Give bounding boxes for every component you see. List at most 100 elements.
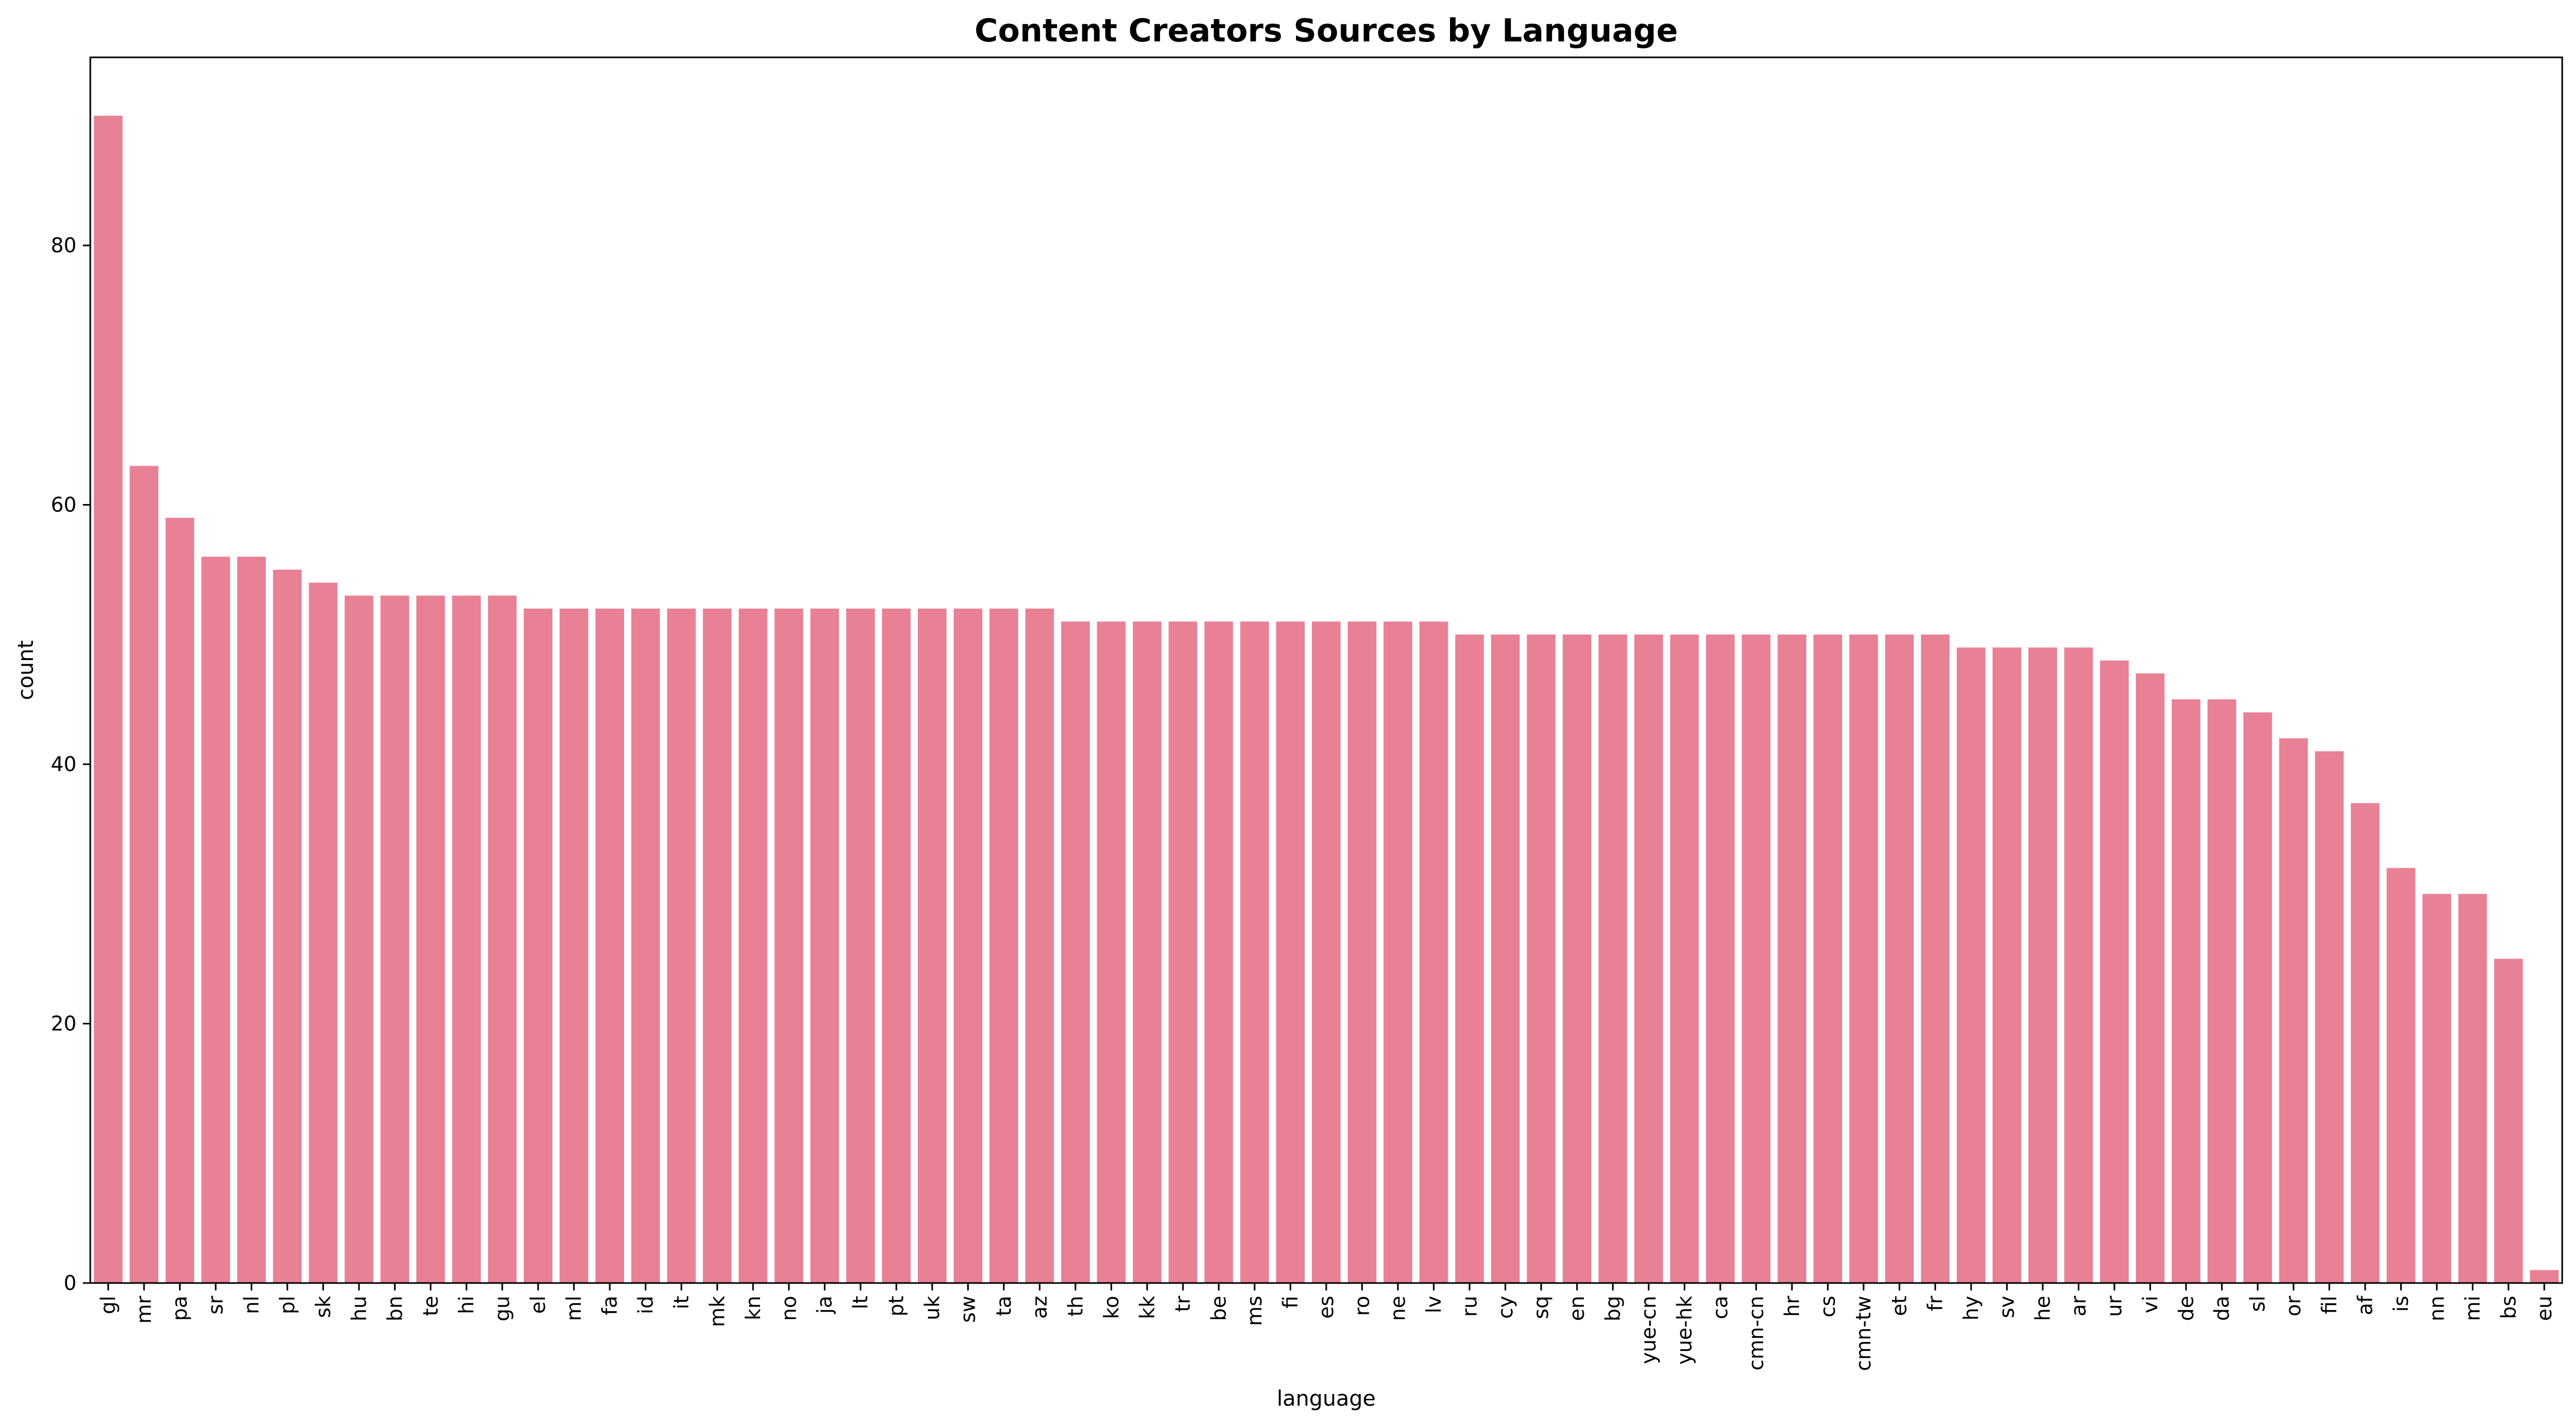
x-tick-label: fa <box>598 1296 621 1315</box>
bar-fi <box>1276 621 1305 1283</box>
plot-frame <box>89 56 2563 1284</box>
x-tick-label: gl <box>97 1296 120 1314</box>
bar-cmn-tw <box>1849 634 1878 1283</box>
bar-ro <box>1347 621 1377 1283</box>
bar-sw <box>953 608 983 1283</box>
x-tick-label: eu <box>2532 1296 2556 1321</box>
x-tick-label: da <box>2210 1296 2233 1321</box>
bar-hr <box>1777 634 1806 1283</box>
x-tick-label: cs <box>1816 1296 1839 1318</box>
bar-ru <box>1455 634 1484 1283</box>
y-axis-label: count <box>14 640 38 700</box>
y-tick-label: 80 <box>51 234 76 257</box>
bar-ur <box>2100 660 2129 1283</box>
bar-cy <box>1491 634 1520 1283</box>
x-tick-label: et <box>1888 1296 1911 1316</box>
x-tick-label: sw <box>957 1296 980 1323</box>
x-axis-label: language <box>1277 1387 1376 1411</box>
bar-mi <box>2458 894 2487 1283</box>
bar-he <box>2028 647 2057 1283</box>
bar-nn <box>2422 894 2451 1283</box>
x-tick-label: ml <box>562 1296 586 1321</box>
x-tick-label: te <box>419 1296 442 1316</box>
x-tick-label: fil <box>2318 1296 2341 1314</box>
bar-sr <box>201 557 231 1283</box>
bar-no <box>774 608 804 1283</box>
bar-eu <box>2530 1270 2559 1283</box>
x-tick-label: pa <box>168 1296 192 1321</box>
x-tick-label: en <box>1565 1296 1589 1321</box>
bar-lv <box>1419 621 1448 1283</box>
chart-title: Content Creators Sources by Language <box>975 12 1678 49</box>
x-tick-label: hi <box>455 1296 478 1314</box>
bar-fil <box>2315 751 2344 1283</box>
x-tick-label: nl <box>240 1296 263 1314</box>
x-tick-label: yue-hk <box>1673 1296 1696 1365</box>
x-tick-label: bn <box>383 1296 406 1321</box>
bar-es <box>1312 621 1341 1283</box>
x-tick-label: mi <box>2461 1296 2484 1321</box>
y-tick-label: 0 <box>64 1271 76 1295</box>
bar-gl <box>93 115 123 1284</box>
x-tick-label: tr <box>1171 1296 1195 1312</box>
y-tick-label: 40 <box>51 753 76 776</box>
x-tick-label: bg <box>1601 1296 1625 1321</box>
x-tick-label: ms <box>1243 1296 1266 1326</box>
bar-gu <box>488 595 517 1283</box>
x-tick-label: sk <box>311 1296 335 1318</box>
bar-en <box>1563 634 1592 1283</box>
x-tick-label: cmn-tw <box>1852 1296 1875 1371</box>
x-tick-label: kk <box>1136 1296 1159 1319</box>
x-tick-label: ko <box>1099 1296 1123 1319</box>
x-tick-label: yue-cn <box>1637 1296 1660 1364</box>
bar-nl <box>237 557 266 1283</box>
x-tick-label: ja <box>813 1296 837 1314</box>
x-tick-label: cy <box>1494 1296 1517 1319</box>
y-tick-label: 60 <box>51 493 76 517</box>
bar-az <box>1025 608 1054 1283</box>
bar-fr <box>1921 634 1950 1283</box>
x-tick-label: sr <box>204 1296 227 1315</box>
x-tick-label: it <box>670 1296 693 1309</box>
bar-cmn-cn <box>1742 634 1771 1283</box>
bar-mk <box>703 608 732 1283</box>
x-tick-label: sq <box>1530 1296 1553 1319</box>
bar-ca <box>1705 634 1735 1283</box>
bar-ne <box>1383 621 1412 1283</box>
bar-te <box>416 595 445 1283</box>
x-tick-label: hy <box>1959 1296 1983 1321</box>
bar-hy <box>1957 647 1986 1283</box>
x-tick-label: pt <box>885 1296 908 1316</box>
bar-sl <box>2243 712 2272 1283</box>
bar-ar <box>2064 647 2093 1283</box>
x-tick-label: pl <box>276 1296 299 1314</box>
x-tick-label: gu <box>491 1296 514 1321</box>
y-tick-label: 20 <box>51 1012 76 1036</box>
bar-kn <box>738 608 767 1283</box>
bar-pl <box>272 569 302 1283</box>
bar-sv <box>1992 647 2021 1283</box>
bar-et <box>1885 634 1914 1283</box>
x-tick-label: af <box>2353 1295 2377 1315</box>
x-tick-label: hr <box>1780 1296 1804 1317</box>
x-tick-label: ta <box>992 1296 1016 1316</box>
bar-be <box>1204 621 1233 1283</box>
x-tick-label: ne <box>1386 1296 1410 1321</box>
x-tick-label: no <box>777 1296 800 1321</box>
bar-th <box>1061 621 1090 1283</box>
bar-af <box>2351 803 2380 1283</box>
bar-bs <box>2494 959 2523 1283</box>
x-tick-label: or <box>2282 1296 2305 1316</box>
bar-ta <box>989 608 1018 1283</box>
x-tick-label: mk <box>705 1296 729 1327</box>
bar-tr <box>1168 621 1198 1283</box>
bar-kk <box>1132 621 1162 1283</box>
bar-de <box>2171 699 2200 1283</box>
bar-id <box>631 608 660 1283</box>
bar-hi <box>452 595 481 1283</box>
bar-is <box>2386 868 2416 1283</box>
bar-pa <box>165 518 194 1283</box>
bar-hu <box>344 595 373 1283</box>
bar-uk <box>918 608 947 1283</box>
